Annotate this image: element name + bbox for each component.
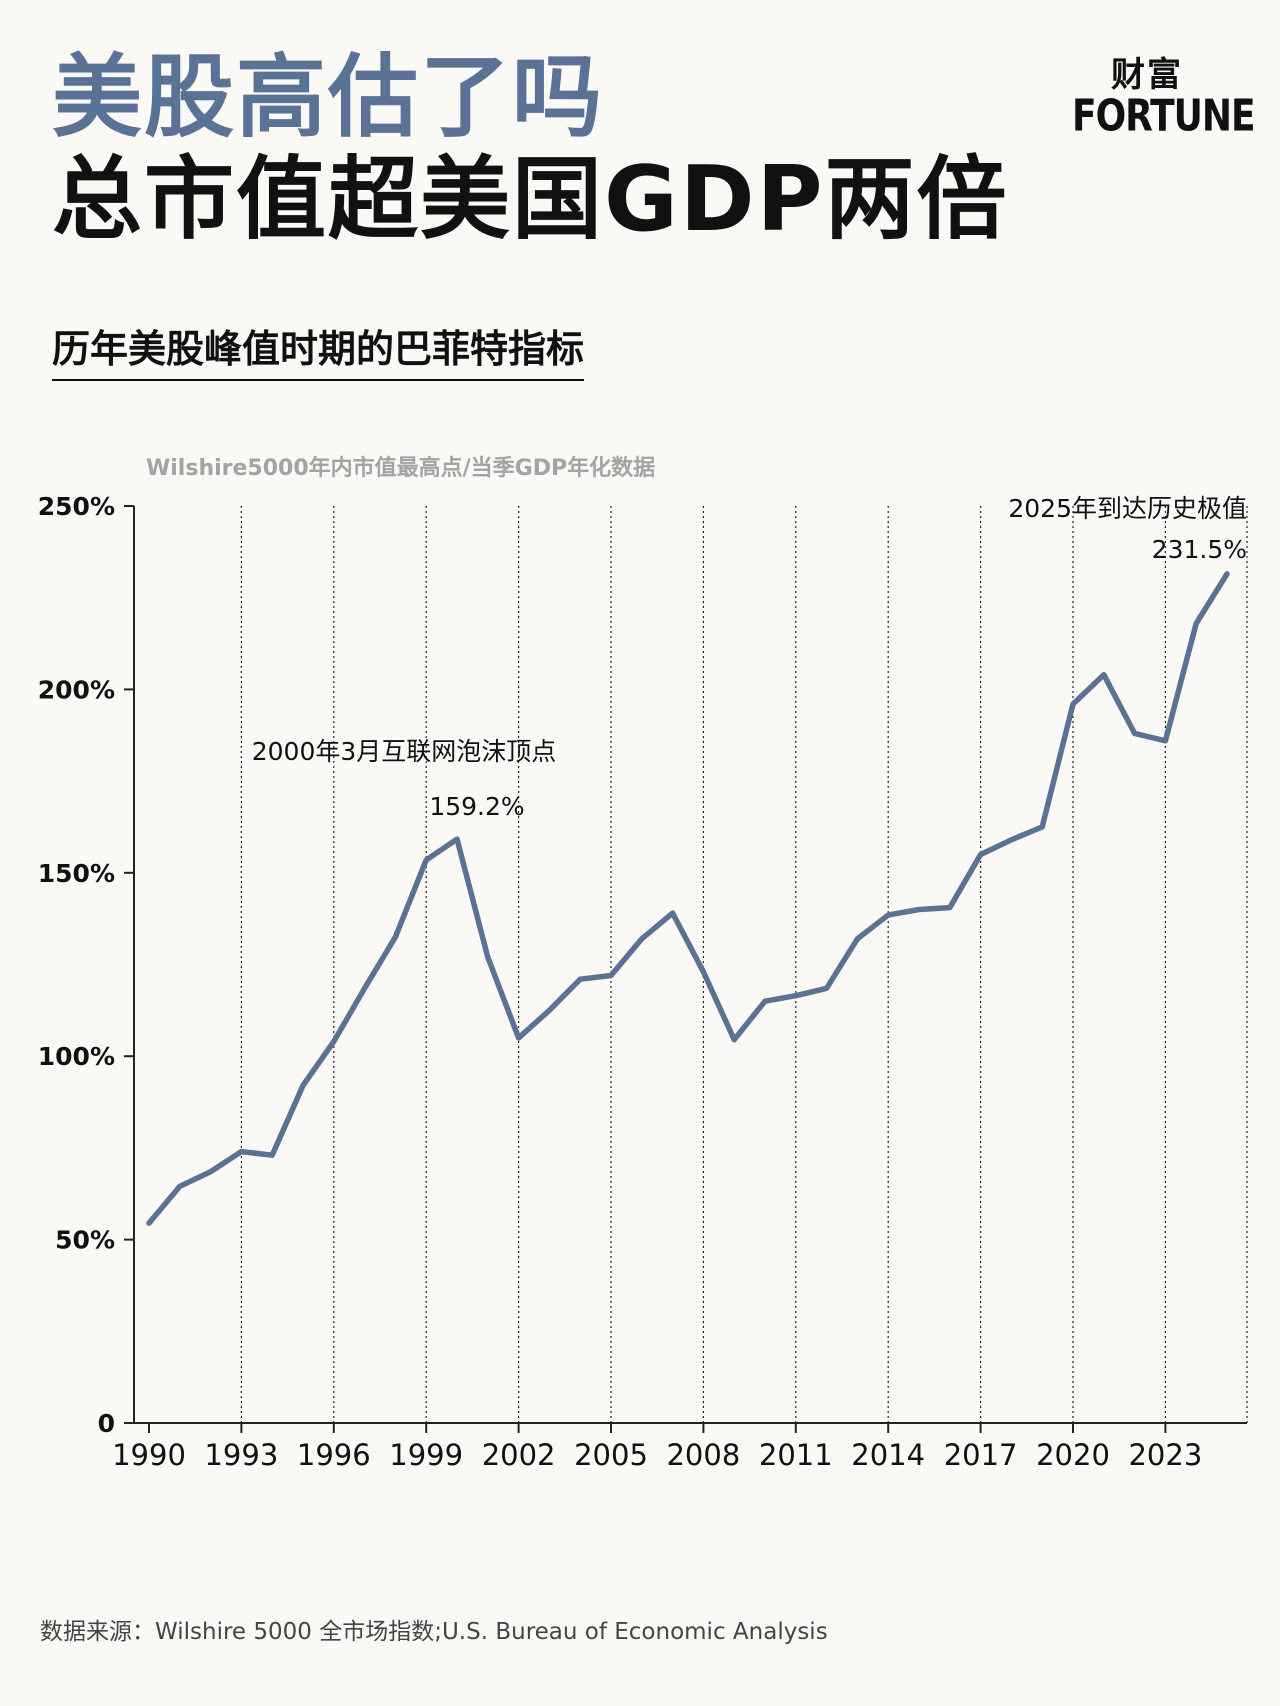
- data-source: 数据来源：Wilshire 5000 全市场指数;U.S. Bureau of …: [40, 1619, 828, 1645]
- x-tick-label: 2023: [1128, 1438, 1202, 1472]
- x-tick-label: 2002: [482, 1438, 556, 1472]
- y-tick-label: 200%: [38, 675, 115, 704]
- chart-note: Wilshire5000年内市值最高点/当季GDP年化数据: [146, 456, 656, 481]
- x-tick-label: 2014: [851, 1438, 925, 1472]
- y-tick-label: 100%: [38, 1042, 115, 1071]
- x-tick-label: 1999: [389, 1438, 463, 1472]
- annotation-label: 2025年到达历史极值: [1008, 494, 1247, 523]
- y-tick-label: 250%: [38, 492, 115, 521]
- x-tick-label: 2005: [574, 1438, 648, 1472]
- x-tick-label: 1996: [297, 1438, 371, 1472]
- y-tick-label: 0: [98, 1409, 115, 1438]
- annotation-value: 159.2%: [429, 792, 524, 821]
- x-tick-label: 2011: [759, 1438, 833, 1472]
- main-title: 美股高估了吗: [52, 45, 604, 150]
- line-chart: 0 50% 100% 150% 200% 250% 1990 1993 1996 1999 2002…: [38, 492, 1248, 1472]
- chart-subtitle: 历年美股峰值时期的巴菲特指标: [52, 318, 585, 381]
- y-tick-label: 50%: [55, 1226, 115, 1255]
- x-tick-label: 1993: [204, 1438, 278, 1472]
- x-tick-label: 1990: [112, 1438, 186, 1472]
- y-tick-label: 150%: [38, 859, 115, 888]
- main-headline: 总市值超美国GDP两倍: [52, 147, 1009, 252]
- annotation-value: 231.5%: [1152, 535, 1247, 564]
- logo-chinese-text: 财富: [1111, 55, 1183, 95]
- series-line: [146, 571, 1230, 1226]
- x-tick-label: 2020: [1036, 1438, 1110, 1472]
- x-tick-label: 2008: [666, 1438, 740, 1472]
- x-tick-label: 2017: [944, 1438, 1018, 1472]
- annotation-label: 2000年3月互联网泡沫顶点: [252, 737, 557, 766]
